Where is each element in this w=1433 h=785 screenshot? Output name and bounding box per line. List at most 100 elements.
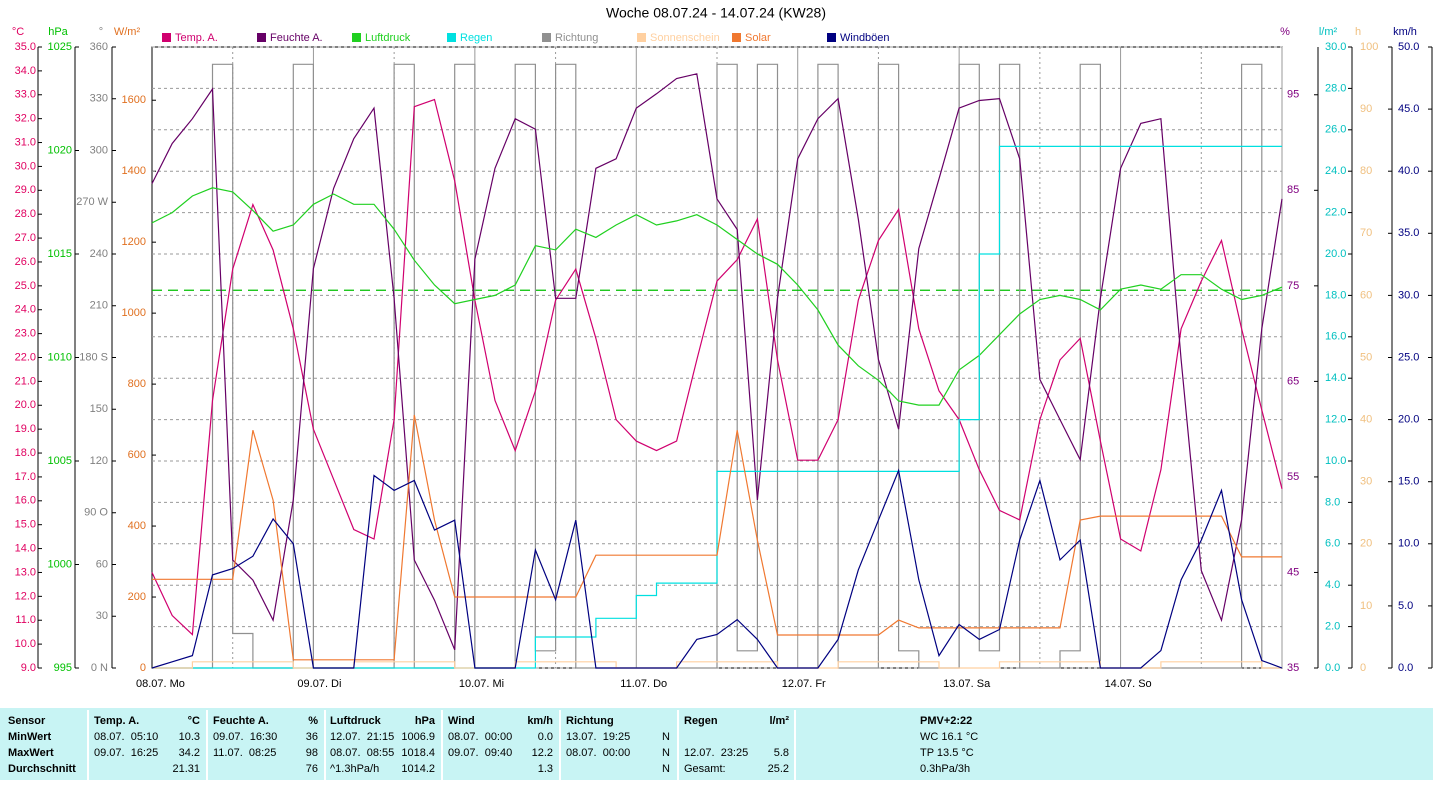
y-tick-label: 80: [1360, 165, 1372, 177]
table-cell: 25.2: [768, 763, 789, 775]
y-tick-label: 200: [128, 591, 146, 603]
y-tick-label: 100: [1360, 41, 1378, 53]
legend-swatch: [447, 33, 456, 42]
y-tick-label: 12.0: [1325, 414, 1346, 426]
table-unit: %: [308, 715, 318, 727]
table-cell: TP 13.5 °C: [920, 747, 974, 759]
y-tick-label: 2.0: [1325, 621, 1340, 633]
y-tick-label: 1025: [48, 41, 72, 53]
table-cell: N: [662, 731, 670, 743]
y-tick-label: 10.0: [15, 638, 36, 650]
y-tick-label: 10: [1360, 600, 1372, 612]
y-tick-label: 75: [1287, 280, 1299, 292]
table-cell: 1.3: [538, 763, 553, 775]
y-tick-label: 55: [1287, 471, 1299, 483]
table-cell: 10.3: [179, 731, 200, 743]
table-unit: °C: [188, 715, 200, 727]
table-cell: 12.2: [532, 747, 553, 759]
y-tick-label: 0.0: [1398, 662, 1413, 674]
y-tick-label: 10.0: [1398, 538, 1419, 550]
y-tick-label: 95: [1287, 89, 1299, 101]
table-cell: N: [662, 763, 670, 775]
y-tick-label: 65: [1287, 375, 1299, 387]
table-cell: ^1.3hPa/h: [330, 763, 379, 775]
y-tick-label: 18.0: [15, 447, 36, 459]
series-line: [151, 187, 1283, 406]
legend-swatch: [827, 33, 836, 42]
y-tick-label: 15.0: [1398, 476, 1419, 488]
y-tick-label: 85: [1287, 184, 1299, 196]
row-label: MinWert: [8, 731, 52, 743]
y-tick-label: 1200: [122, 236, 146, 248]
y-tick-label: 4.0: [1325, 579, 1340, 591]
table-cell: 0.3hPa/3h: [920, 763, 970, 775]
table-cell: 11.07. 08:25: [213, 747, 276, 759]
y-tick-label: 120: [90, 455, 108, 467]
y-tick-label: 40.0: [1398, 165, 1419, 177]
row-label: Sensor: [8, 715, 46, 727]
y-tick-label: 1015: [48, 248, 72, 260]
table-cell: 1018.4: [401, 747, 435, 759]
table-cell: 21.31: [172, 763, 200, 775]
y-tick-label: 21.0: [15, 375, 36, 387]
legend-label: Feuchte A.: [270, 32, 323, 44]
y-tick-label: 31.0: [15, 136, 36, 148]
table-unit: hPa: [415, 715, 436, 727]
x-tick-label: 12.07. Fr: [782, 678, 826, 690]
y-tick-label: 12.0: [15, 590, 36, 602]
y-tick-label: 0 N: [91, 662, 108, 674]
axis-unit: l/m²: [1319, 26, 1338, 38]
table-cell: 12.07. 23:25: [684, 747, 748, 759]
y-tick-label: 0.0: [1325, 662, 1340, 674]
y-tick-label: 90 O: [84, 507, 108, 519]
y-tick-label: 45: [1287, 566, 1299, 578]
series-line: [151, 98, 1283, 636]
axis-unit: °: [99, 26, 103, 38]
table-cell: 13.07. 19:25: [566, 731, 630, 743]
y-tick-label: 1000: [48, 558, 72, 570]
legend-swatch: [257, 33, 266, 42]
series-step: [152, 145, 1282, 669]
table-cell: 0.0: [538, 731, 553, 743]
y-tick-label: 22.0: [15, 351, 36, 363]
y-tick-label: 8.0: [1325, 496, 1340, 508]
y-tick-label: 28.0: [15, 208, 36, 220]
table-header: PMV+2:22: [920, 715, 972, 727]
y-tick-label: 30.0: [1398, 289, 1419, 301]
series-line: [151, 73, 1283, 651]
y-tick-label: 800: [128, 378, 146, 390]
x-tick-label: 13.07. Sa: [943, 678, 991, 690]
axis-unit: km/h: [1393, 26, 1417, 38]
y-tick-label: 360: [90, 41, 108, 53]
y-tick-label: 150: [90, 403, 108, 415]
y-tick-label: 1020: [48, 144, 72, 156]
y-tick-label: 35.0: [15, 41, 36, 53]
legend-label: Temp. A.: [175, 32, 218, 44]
table-cell: 09.07. 16:25: [94, 747, 158, 759]
legend-label: Luftdruck: [365, 32, 411, 44]
table-header: Regen: [684, 715, 718, 727]
legend-label: Regen: [460, 32, 492, 44]
y-tick-label: 0: [1360, 662, 1366, 674]
y-tick-label: 23.0: [15, 328, 36, 340]
y-tick-label: 50.0: [1398, 41, 1419, 53]
table-cell: 1014.2: [401, 763, 435, 775]
x-tick-label: 08.07. Mo: [136, 678, 185, 690]
y-tick-label: 35.0: [1398, 227, 1419, 239]
axis-unit: h: [1355, 26, 1361, 38]
axis-unit: °C: [12, 26, 24, 38]
table-cell: 36: [306, 731, 318, 743]
y-tick-label: 11.0: [15, 614, 36, 626]
y-tick-label: 995: [54, 662, 72, 674]
row-label: MaxWert: [8, 747, 54, 759]
y-tick-label: 45.0: [1398, 103, 1419, 115]
table-header: Feuchte A.: [213, 715, 269, 727]
y-tick-label: 1600: [122, 94, 146, 106]
y-tick-label: 9.0: [21, 662, 36, 674]
y-tick-label: 210: [90, 300, 108, 312]
y-tick-label: 25.0: [15, 280, 36, 292]
y-tick-label: 15.0: [15, 519, 36, 531]
table-cell: 08.07. 08:55: [330, 747, 394, 759]
y-tick-label: 1000: [122, 307, 146, 319]
